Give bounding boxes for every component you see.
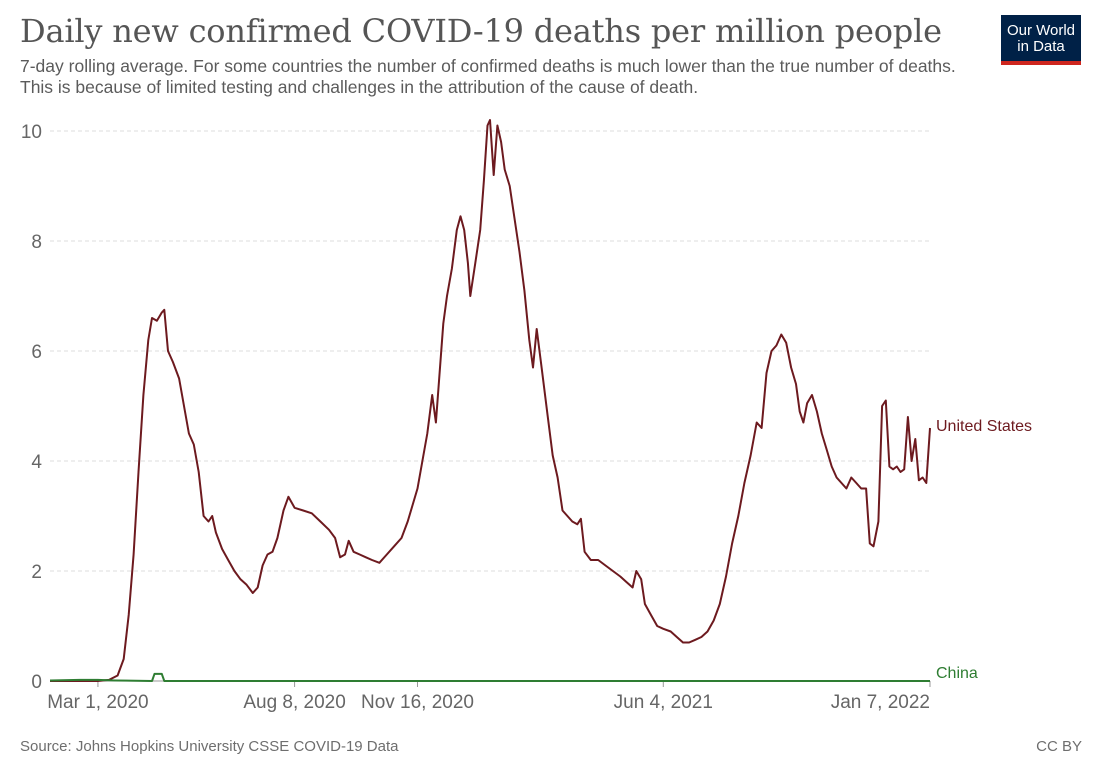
chart-title: Daily new confirmed COVID-19 deaths per … xyxy=(20,12,942,50)
y-tick-label: 0 xyxy=(31,672,42,693)
series-labels: United States China xyxy=(936,418,1032,682)
x-tick-label: Aug 8, 2020 xyxy=(243,692,345,713)
series-line-china[interactable] xyxy=(49,672,930,682)
y-tick-label: 10 xyxy=(21,122,42,143)
x-tick-label: Mar 1, 2020 xyxy=(47,692,148,713)
series-line-united-states[interactable] xyxy=(50,119,931,682)
series-label-china[interactable]: China xyxy=(936,665,978,682)
x-tick-label: Nov 16, 2020 xyxy=(361,692,474,713)
y-tick-label: 2 xyxy=(31,562,42,583)
y-tick-label: 6 xyxy=(31,342,42,363)
y-tick-label: 4 xyxy=(31,452,42,473)
logo-line-2: in Data xyxy=(1017,38,1065,55)
our-world-in-data-logo[interactable]: Our World in Data xyxy=(1001,15,1081,65)
y-axis-ticks: 0 2 4 6 8 10 xyxy=(21,122,43,693)
source-note[interactable]: Source: Johns Hopkins University CSSE CO… xyxy=(20,738,399,755)
chart-subtitle: 7-day rolling average. For some countrie… xyxy=(20,56,956,97)
x-tick-label: Jan 7, 2022 xyxy=(831,692,930,713)
logo-line-1: Our World xyxy=(1006,22,1076,39)
x-tick-label: Jun 4, 2021 xyxy=(614,692,713,713)
x-axis-ticks: Mar 1, 2020 Aug 8, 2020 Nov 16, 2020 Jun 4,… xyxy=(47,680,931,713)
series-label-united-states[interactable]: United States xyxy=(936,418,1032,435)
series-layer xyxy=(49,119,931,682)
grid-layer xyxy=(50,130,930,572)
license-link[interactable]: CC BY xyxy=(1036,738,1082,755)
y-tick-label: 8 xyxy=(31,232,42,253)
